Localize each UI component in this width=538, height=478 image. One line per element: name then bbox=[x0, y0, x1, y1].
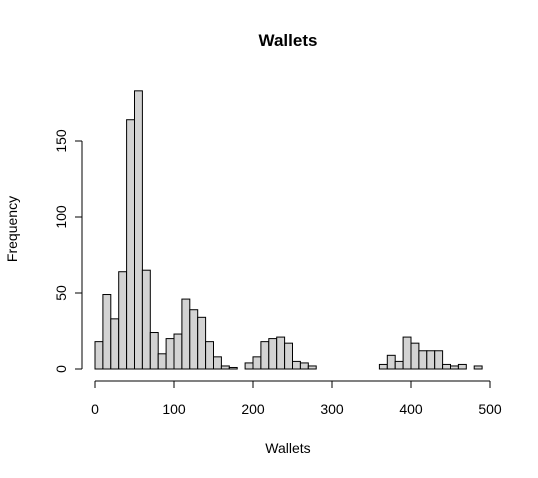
histogram-bar bbox=[197, 316, 207, 370]
y-axis: 0 50 100 150 bbox=[53, 129, 83, 373]
histogram-bar bbox=[118, 271, 128, 370]
histogram-bar bbox=[442, 363, 452, 370]
x-tick-label: 0 bbox=[91, 401, 99, 417]
histogram-bar bbox=[102, 294, 112, 370]
y-tick-label: 150 bbox=[53, 129, 69, 153]
histogram-bar bbox=[378, 363, 388, 370]
histogram-bar bbox=[386, 354, 396, 370]
y-tick-label: 100 bbox=[53, 205, 69, 229]
histogram-bar bbox=[220, 365, 230, 370]
histogram-bar bbox=[244, 362, 254, 370]
histogram-bar bbox=[284, 342, 294, 370]
histogram-bar bbox=[292, 360, 301, 370]
x-tick-label: 500 bbox=[478, 401, 502, 417]
histogram-bar bbox=[473, 365, 483, 370]
histogram-bar bbox=[149, 332, 159, 370]
histogram-bar bbox=[94, 341, 104, 370]
histogram-bar bbox=[173, 333, 183, 370]
histogram-bar bbox=[426, 350, 436, 370]
histogram-bar bbox=[434, 350, 444, 370]
x-tick-label: 400 bbox=[399, 401, 423, 417]
histogram-bar bbox=[410, 342, 420, 370]
x-axis: 0 100 200 300 400 500 bbox=[91, 380, 502, 417]
histogram-bar bbox=[205, 341, 215, 370]
y-tick-label: 0 bbox=[53, 365, 69, 373]
histogram-bar bbox=[110, 318, 120, 370]
x-axis-label: Wallets bbox=[265, 440, 310, 456]
histogram-bar bbox=[126, 119, 135, 370]
x-tick-label: 200 bbox=[241, 401, 265, 417]
histogram-bar bbox=[457, 363, 467, 370]
histogram-bar bbox=[189, 309, 199, 370]
histogram-bar bbox=[252, 356, 262, 370]
histogram-bar bbox=[260, 341, 270, 370]
histogram-bar bbox=[268, 338, 278, 370]
y-axis-label: Frequency bbox=[4, 196, 20, 262]
histogram-bar bbox=[402, 336, 412, 370]
histogram-bar bbox=[307, 365, 317, 370]
histogram-bar bbox=[157, 353, 167, 370]
y-tick-label: 50 bbox=[53, 285, 69, 301]
histogram-bar bbox=[299, 362, 309, 370]
histogram-bar bbox=[165, 338, 175, 370]
histogram-bar bbox=[213, 356, 222, 370]
histogram-bar bbox=[181, 298, 191, 370]
histogram-bar bbox=[450, 365, 459, 370]
histogram-bar bbox=[418, 350, 428, 370]
bars-group bbox=[94, 90, 483, 370]
chart-title: Wallets bbox=[259, 31, 318, 50]
histogram-bar bbox=[134, 90, 143, 370]
x-tick-label: 300 bbox=[320, 401, 344, 417]
histogram-bar bbox=[228, 366, 238, 370]
x-tick-label: 100 bbox=[162, 401, 186, 417]
histogram-bar bbox=[394, 360, 404, 370]
histogram-bar bbox=[276, 336, 286, 370]
histogram-bar bbox=[141, 269, 151, 370]
